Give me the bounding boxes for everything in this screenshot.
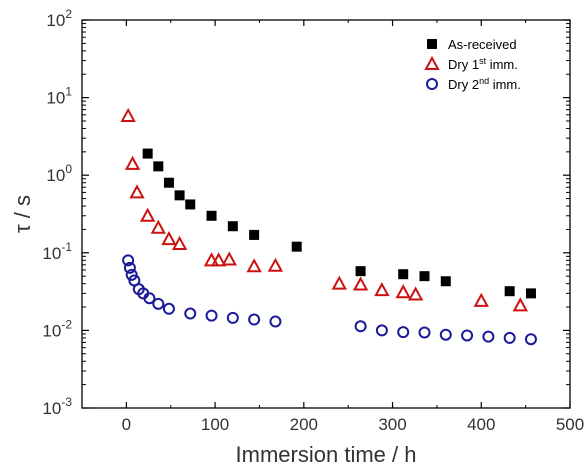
data-point-triangle bbox=[120, 107, 136, 122]
data-point-triangle bbox=[129, 184, 145, 199]
data-point-triangle bbox=[407, 286, 424, 301]
data-point-triangle bbox=[210, 252, 227, 267]
data-point-circle bbox=[123, 261, 136, 274]
y-tick-label: 100 bbox=[46, 162, 72, 185]
data-point-triangle bbox=[171, 235, 188, 250]
x-axis-title: Immersion time / h bbox=[236, 442, 417, 467]
y-axis: 10-3 10-2 10-1 100 101 102 bbox=[42, 7, 570, 418]
data-point-square bbox=[291, 241, 302, 252]
data-point-circle bbox=[375, 324, 388, 337]
plot-frame bbox=[81, 19, 571, 409]
data-point-circle bbox=[125, 268, 138, 281]
data-point-circle bbox=[184, 307, 197, 320]
data-point-square bbox=[419, 271, 430, 282]
data-point-square bbox=[355, 266, 366, 277]
data-point-circle bbox=[152, 297, 165, 310]
legend-marker-circle bbox=[426, 78, 438, 90]
data-point-triangle bbox=[124, 155, 141, 170]
data-point-square bbox=[153, 161, 164, 172]
legend: As-received Dry 1st imm. Dry 2nd imm. bbox=[424, 37, 521, 92]
data-point-circle bbox=[122, 254, 135, 267]
data-point-triangle bbox=[374, 282, 390, 297]
data-point-circle bbox=[143, 292, 156, 305]
data-point-circle bbox=[524, 333, 537, 346]
data-point-circle bbox=[439, 328, 452, 341]
data-point-circle bbox=[354, 320, 367, 333]
x-tick-label: 400 bbox=[467, 415, 495, 434]
data-point-square bbox=[163, 177, 174, 188]
data-point-circle bbox=[269, 315, 282, 328]
legend-label: Dry 1st imm. bbox=[448, 56, 518, 72]
data-point-triangle bbox=[331, 275, 347, 290]
legend-label: Dry 2nd imm. bbox=[448, 76, 521, 92]
data-point-circle bbox=[397, 326, 410, 339]
legend-label: As-received bbox=[448, 37, 517, 52]
x-tick-label: 200 bbox=[290, 415, 318, 434]
data-point-triangle bbox=[267, 257, 284, 272]
data-point-circle bbox=[205, 309, 218, 322]
data-points bbox=[120, 107, 537, 346]
y-tick-label: 101 bbox=[46, 85, 72, 108]
data-point-triangle bbox=[512, 297, 528, 312]
y-tick-label: 10-2 bbox=[42, 317, 72, 340]
data-point-square bbox=[142, 148, 153, 159]
data-point-circle bbox=[482, 330, 495, 343]
data-point-triangle bbox=[221, 251, 237, 266]
y-tick-label: 102 bbox=[46, 7, 72, 30]
data-point-circle bbox=[248, 313, 261, 326]
data-point-square bbox=[525, 288, 536, 299]
data-point-circle bbox=[226, 311, 239, 324]
data-point-square bbox=[174, 190, 185, 201]
data-point-circle bbox=[461, 329, 474, 342]
x-tick-label: 500 bbox=[556, 415, 584, 434]
data-point-triangle bbox=[139, 207, 156, 222]
data-point-square bbox=[206, 210, 217, 221]
y-tick-label: 10-3 bbox=[42, 395, 72, 418]
data-point-triangle bbox=[150, 219, 166, 234]
data-point-square bbox=[249, 229, 260, 240]
data-point-triangle bbox=[395, 284, 411, 299]
data-point-square bbox=[398, 269, 409, 280]
y-axis-title: τ / s bbox=[10, 195, 35, 233]
y-tick-label: 10-1 bbox=[42, 240, 72, 263]
data-point-square bbox=[227, 221, 238, 232]
data-point-circle bbox=[418, 326, 431, 339]
data-point-triangle bbox=[473, 292, 489, 307]
legend-marker-triangle bbox=[424, 55, 440, 70]
x-axis: 0 100 200 300 400 500 bbox=[81, 20, 584, 434]
legend-marker-square bbox=[427, 39, 437, 49]
x-tick-label: 300 bbox=[378, 415, 406, 434]
data-point-triangle bbox=[161, 231, 177, 246]
data-point-square bbox=[504, 286, 515, 297]
data-point-square bbox=[440, 276, 451, 287]
data-point-circle bbox=[503, 331, 516, 344]
x-tick-label: 0 bbox=[122, 415, 131, 434]
data-point-triangle bbox=[246, 258, 262, 273]
data-point-triangle bbox=[352, 276, 369, 291]
x-tick-label: 100 bbox=[201, 415, 229, 434]
data-point-circle bbox=[162, 302, 175, 315]
data-point-square bbox=[185, 199, 196, 210]
